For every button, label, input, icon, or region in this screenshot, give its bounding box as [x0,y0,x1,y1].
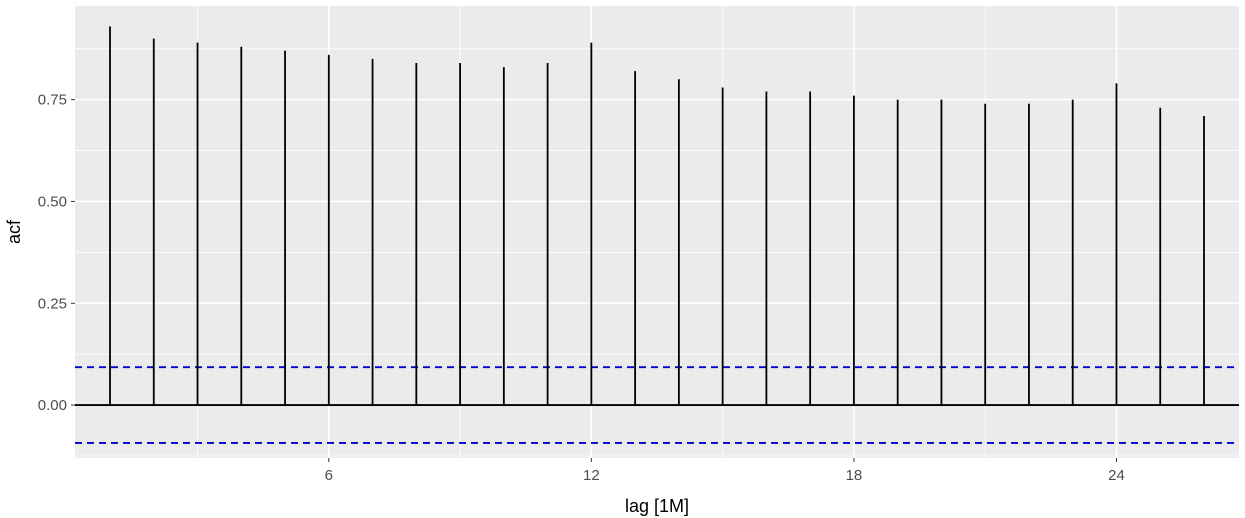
x-tick-label: 12 [583,467,600,484]
y-tick-label: 0.50 [38,193,67,210]
minor-grid [75,6,1239,458]
x-axis: 6 12 18 24 [325,458,1125,484]
y-tick-label: 0.00 [38,397,67,414]
x-tick-label: 18 [846,467,863,484]
y-tick-label: 0.75 [38,92,67,109]
panel-background [75,6,1239,458]
x-axis-title: lag [1M] [625,496,689,516]
x-tick-label: 6 [325,467,333,484]
x-tick-label: 24 [1108,467,1125,484]
y-axis-title: acf [4,219,24,244]
acf-bars [109,26,1205,406]
y-axis: 0.00 0.25 0.50 0.75 [38,92,75,414]
y-tick-label: 0.25 [38,295,67,312]
confidence-bounds [75,366,1239,444]
